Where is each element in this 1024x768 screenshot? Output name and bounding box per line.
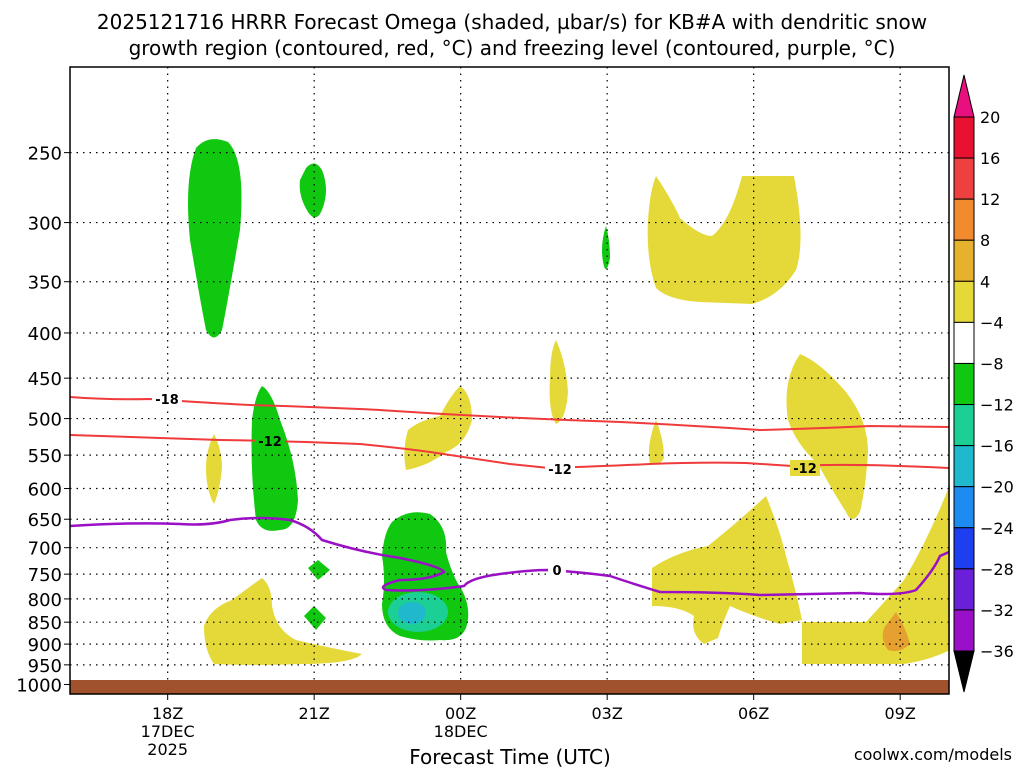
omega-green-area: [308, 560, 330, 580]
grid-lines: [70, 67, 949, 694]
colorbar-label: −32: [980, 601, 1014, 620]
y-tick-label: 450: [28, 369, 62, 390]
colorbar-segment: [953, 445, 975, 488]
x-tick-label: 18Z: [152, 704, 183, 723]
x-tick-label: 21Z: [299, 704, 330, 723]
colorbar-segment: [953, 568, 975, 611]
ground-strip: [70, 680, 949, 694]
colorbar-label: −28: [980, 560, 1014, 579]
colorbar-label: −24: [980, 519, 1014, 538]
freezing-level-contour: [69, 516, 950, 597]
colorbar-under-arrow: [953, 650, 975, 693]
colorbar-segment: [953, 280, 975, 323]
omega-yellow-area: [549, 340, 568, 424]
colorbar-segment: [953, 116, 975, 159]
x-tick-label: 03Z: [592, 704, 623, 723]
colorbar-over-arrow: [953, 74, 975, 118]
y-axis-ticks: 2503003504004505005506006507007508008509…: [16, 144, 70, 697]
colorbar-label: 16: [980, 149, 1000, 168]
y-tick-label: 900: [28, 635, 62, 656]
colorbar-label: −8: [980, 354, 1004, 373]
colorbar-segment: [953, 609, 975, 652]
y-tick-label: 350: [28, 273, 62, 294]
colorbar-segment: [953, 239, 975, 282]
y-tick-label: 400: [28, 324, 62, 345]
dgz-label: -18: [155, 393, 179, 408]
y-tick-label: 650: [28, 510, 62, 531]
x-tick-label: 2025: [147, 740, 188, 759]
colorbar-segment: [953, 198, 975, 241]
colorbar-label: −16: [980, 437, 1014, 456]
colorbar-label: 20: [980, 108, 1000, 127]
colorbar-label: 4: [980, 272, 990, 291]
y-tick-label: 700: [28, 539, 62, 560]
y-tick-label: 600: [28, 480, 62, 501]
y-tick-label: 250: [28, 144, 62, 165]
omega-green-area: [299, 163, 326, 218]
dgz-label: -12: [258, 435, 282, 450]
x-tick-label: 17DEC: [141, 722, 195, 741]
dgz-label: -12: [548, 463, 572, 478]
omega-green-area: [188, 139, 242, 338]
colorbar-label: 12: [980, 190, 1000, 209]
freezing-level-label: 0: [552, 564, 561, 579]
colorbar-label: 8: [980, 231, 990, 250]
colorbar-label: −12: [980, 396, 1014, 415]
y-tick-label: 850: [28, 613, 62, 634]
omega-yellow-area: [204, 578, 362, 665]
omega-green-area: [304, 606, 326, 630]
colorbar-segment: [953, 486, 975, 529]
x-tick-label: 06Z: [738, 704, 769, 723]
colorbar: 20 16 12 8 4 −4 −8 −12 −16 −20 −24 −28 −32 −36: [953, 74, 1014, 693]
colorbar-segment: [953, 362, 975, 406]
dgz-label: -12: [793, 462, 817, 477]
y-tick-label: 800: [28, 590, 62, 611]
omega-yellow-area: [786, 354, 868, 519]
plot-frame: [69, 66, 950, 695]
omega-yellow-area: [652, 496, 802, 644]
dgz-contours: [69, 396, 950, 470]
x-axis-label: Forecast Time (UTC): [409, 745, 611, 768]
colorbar-segment: [953, 527, 975, 570]
omega-yellow-area: [802, 484, 950, 664]
y-tick-label: 1000: [16, 676, 62, 697]
omega-green-area: [251, 386, 298, 531]
x-tick-label: 09Z: [885, 704, 916, 723]
title-line-1: 2025121716 HRRR Forecast Omega (shaded, …: [97, 10, 927, 34]
omega-yellow-area: [647, 176, 801, 304]
credit-text: coolwx.com/models: [854, 745, 1012, 764]
colorbar-label: −4: [980, 313, 1004, 332]
omega-yellow-area: [206, 434, 222, 504]
y-tick-label: 550: [28, 446, 62, 467]
y-tick-label: 500: [28, 410, 62, 431]
omega-cyan-core: [398, 602, 426, 624]
omega-yellow-area: [648, 420, 664, 465]
y-tick-label: 950: [28, 656, 62, 677]
colorbar-label: −36: [980, 642, 1014, 661]
colorbar-segment: [953, 321, 975, 364]
colorbar-segment: [953, 404, 975, 447]
y-tick-label: 300: [28, 214, 62, 235]
title-line-2: growth region (contoured, red, °C) and f…: [129, 36, 896, 60]
dgz-contour-minus18: [69, 396, 950, 432]
omega-yellow-area: [404, 386, 472, 470]
colorbar-label: −20: [980, 478, 1014, 497]
omega-shading: [188, 139, 950, 665]
x-tick-label: 18DEC: [434, 722, 488, 741]
dgz-contour-minus12: [69, 434, 950, 470]
colorbar-segment: [953, 157, 975, 200]
y-tick-label: 750: [28, 565, 62, 586]
dgz-labels: -18 -12 -12 -12: [152, 391, 820, 478]
x-tick-label: 00Z: [445, 704, 476, 723]
omega-green-area: [602, 226, 610, 270]
